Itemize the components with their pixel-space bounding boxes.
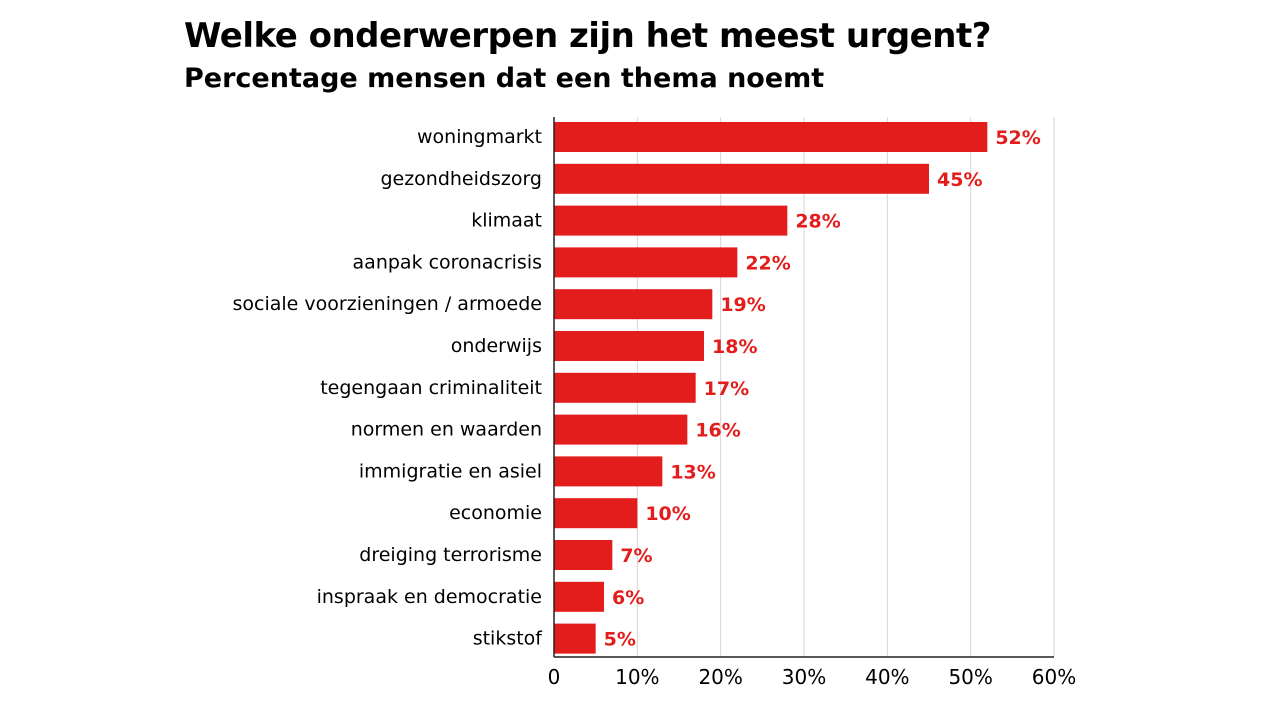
x-tick-label-20: 20%	[698, 665, 742, 689]
value-label-3: 22%	[745, 252, 790, 274]
bar-6	[554, 372, 696, 403]
x-tick-label-30: 30%	[782, 665, 826, 689]
value-label-1: 45%	[937, 169, 982, 191]
value-label-4: 19%	[720, 294, 765, 316]
value-label-5: 18%	[712, 336, 757, 358]
value-label-10: 7%	[620, 545, 652, 567]
bar-5	[554, 331, 704, 361]
category-label-2: klimaat	[471, 210, 542, 232]
value-label-9: 10%	[645, 503, 690, 525]
x-tick-label-0: 0	[548, 665, 561, 689]
category-label-9: economie	[449, 502, 542, 524]
bar-1	[554, 163, 929, 194]
bar-4	[554, 289, 713, 320]
category-label-8: immigratie en asiel	[359, 460, 542, 482]
category-label-10: dreiging terrorisme	[359, 544, 542, 566]
value-label-12: 5%	[604, 629, 636, 651]
x-tick-label-10: 10%	[615, 665, 659, 689]
category-label-6: tegengaan criminaliteit	[320, 377, 542, 399]
bar-0	[554, 122, 988, 152]
value-label-7: 16%	[695, 420, 740, 442]
category-label-5: onderwijs	[451, 335, 542, 357]
labels: woningmarkt 52% gezondheidszorg 45% klimaat 2…	[233, 126, 1077, 689]
value-label-11: 6%	[612, 587, 644, 609]
bar-2	[554, 205, 788, 236]
axes	[553, 117, 1054, 658]
x-tick-label-60: 60%	[1032, 665, 1076, 689]
value-label-0: 52%	[995, 127, 1040, 149]
value-label-2: 28%	[795, 211, 840, 233]
value-label-6: 17%	[704, 378, 749, 400]
chart-subtitle: Percentage mensen dat een thema noemt	[184, 63, 825, 94]
bar-10	[554, 540, 613, 570]
category-label-12: stikstof	[473, 628, 544, 650]
category-label-4: sociale voorzieningen / armoede	[233, 293, 542, 315]
x-tick-label-40: 40%	[865, 665, 909, 689]
value-label-8: 13%	[670, 461, 715, 483]
bar-3	[554, 247, 738, 278]
x-tick-label-50: 50%	[948, 665, 992, 689]
category-label-0: woningmarkt	[417, 126, 542, 148]
category-label-1: gezondheidszorg	[380, 168, 542, 190]
bar-8	[554, 456, 663, 487]
bar-7	[554, 414, 688, 445]
grid-lines	[636, 117, 1055, 657]
category-label-7: normen en waarden	[351, 419, 542, 441]
bar-12	[554, 623, 596, 654]
bars	[554, 122, 988, 654]
chart-title: Welke onderwerpen zijn het meest urgent?	[184, 16, 991, 56]
bar-9	[554, 498, 638, 529]
bar-11	[554, 581, 604, 612]
category-label-11: inspraak en democratie	[317, 586, 542, 608]
category-label-3: aanpak coronacrisis	[353, 251, 542, 273]
